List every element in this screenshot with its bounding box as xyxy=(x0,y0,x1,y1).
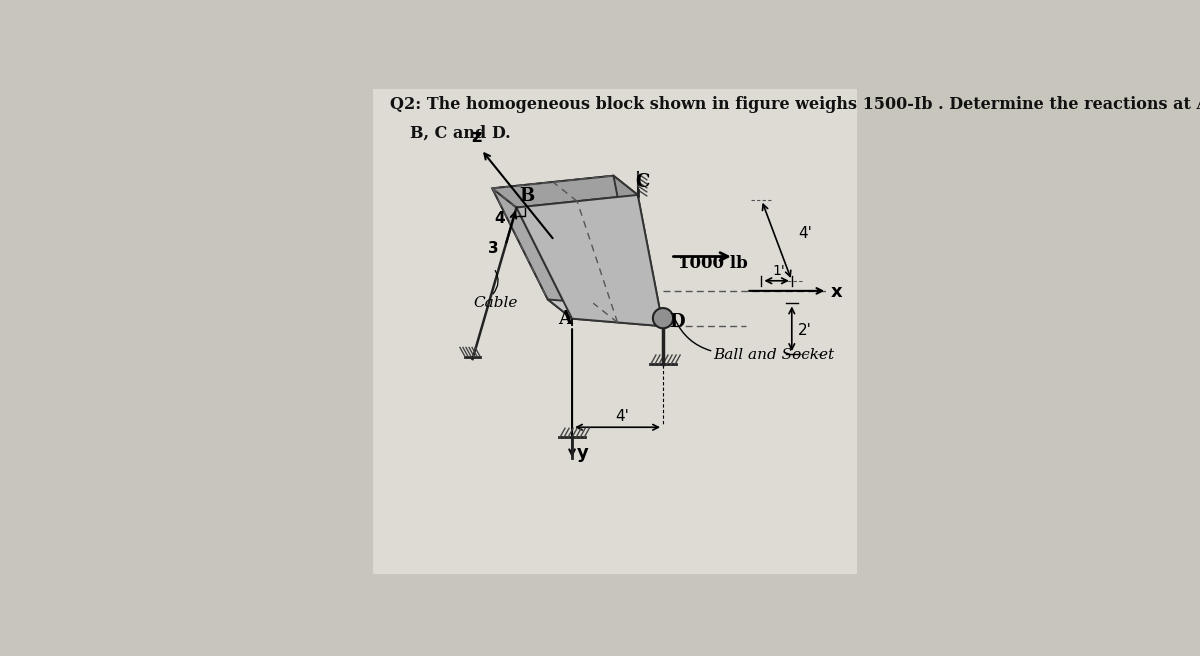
Text: 4': 4' xyxy=(616,409,630,424)
Text: Ball and Socket: Ball and Socket xyxy=(714,348,835,362)
Text: C: C xyxy=(635,173,649,192)
Text: Cable: Cable xyxy=(474,296,518,310)
Polygon shape xyxy=(492,176,637,207)
Text: 1': 1' xyxy=(773,264,785,277)
Text: 4': 4' xyxy=(798,226,811,241)
Text: 1000 lb: 1000 lb xyxy=(678,255,748,272)
Text: A: A xyxy=(558,310,572,328)
Text: x: x xyxy=(832,283,842,301)
Text: Q2: The homogeneous block shown in figure weighs 1500-Ib . Determine the reactio: Q2: The homogeneous block shown in figur… xyxy=(390,96,1200,113)
Text: 2': 2' xyxy=(798,323,811,338)
Polygon shape xyxy=(613,176,662,326)
Text: y: y xyxy=(577,443,589,462)
Text: 3: 3 xyxy=(487,241,498,256)
Text: D: D xyxy=(670,313,685,331)
Polygon shape xyxy=(548,299,662,326)
FancyBboxPatch shape xyxy=(372,89,858,574)
Polygon shape xyxy=(492,176,638,307)
Text: B, C and D.: B, C and D. xyxy=(410,124,511,141)
Text: B: B xyxy=(520,188,534,205)
Text: z: z xyxy=(472,128,481,146)
Circle shape xyxy=(653,308,673,328)
Polygon shape xyxy=(492,188,572,319)
Text: 4: 4 xyxy=(494,211,505,226)
Polygon shape xyxy=(516,195,662,326)
